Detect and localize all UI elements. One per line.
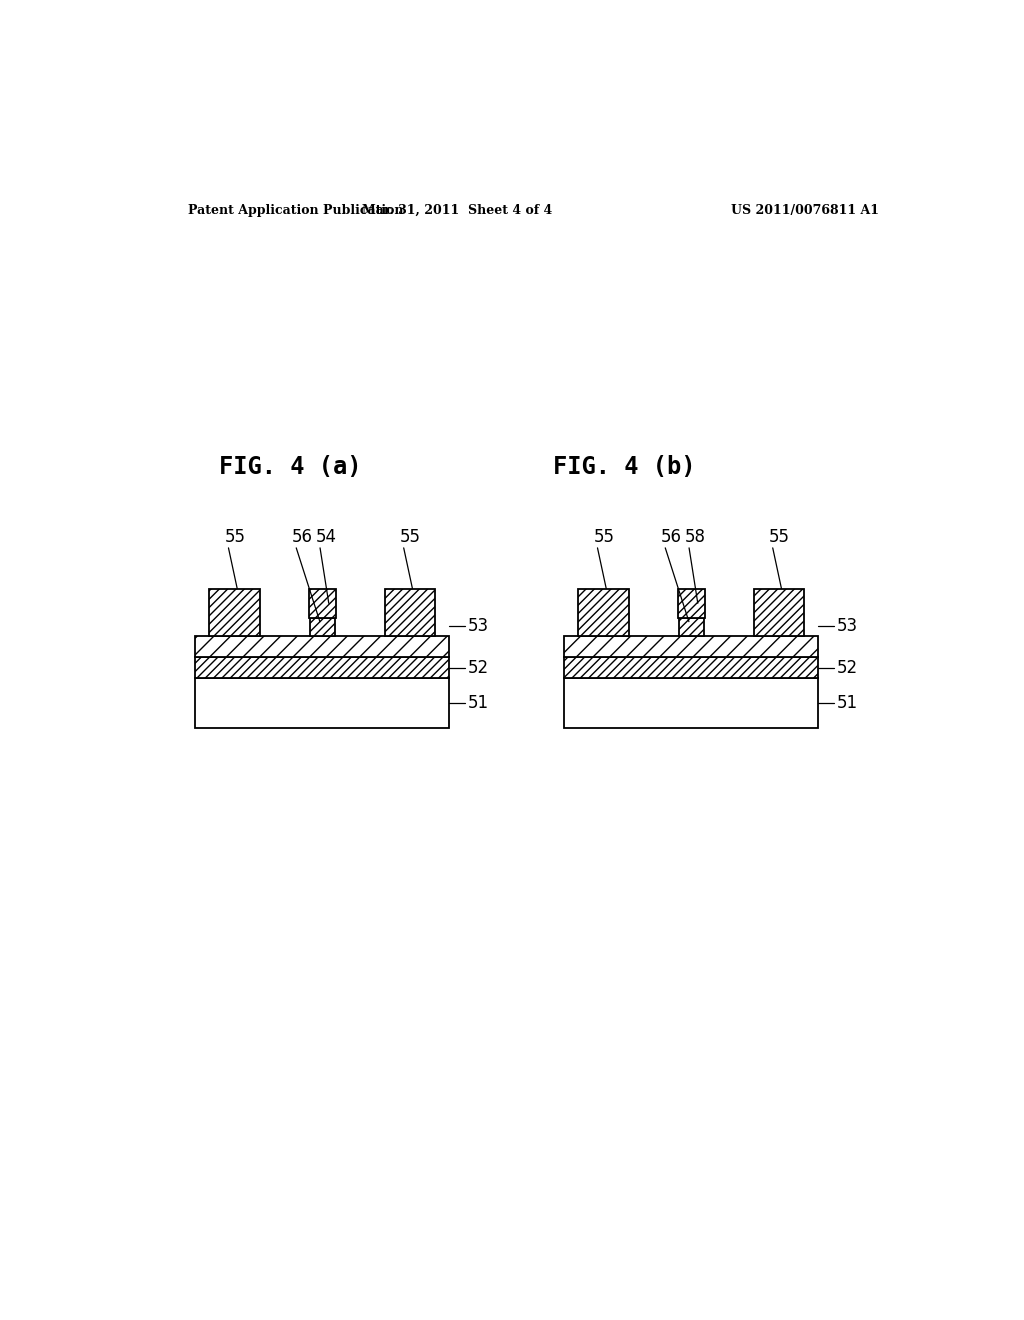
Text: 52: 52 (837, 659, 858, 677)
Text: 55: 55 (769, 528, 790, 546)
Text: FIG. 4 (a): FIG. 4 (a) (219, 454, 361, 479)
Text: 51: 51 (837, 694, 858, 711)
Bar (196, 678, 450, 727)
Text: US 2011/0076811 A1: US 2011/0076811 A1 (731, 205, 880, 216)
Text: Patent Application Publication: Patent Application Publication (187, 205, 403, 216)
Text: 53: 53 (837, 616, 858, 635)
Text: 56: 56 (292, 528, 313, 546)
Text: 56: 56 (662, 528, 682, 546)
Bar (678, 589, 705, 618)
Bar (564, 678, 818, 727)
Bar (309, 618, 335, 636)
Bar (754, 589, 805, 636)
Text: 53: 53 (468, 616, 488, 635)
Bar (579, 589, 629, 636)
Bar (309, 589, 336, 618)
Bar (196, 657, 450, 678)
Text: 54: 54 (315, 528, 337, 546)
Text: 55: 55 (399, 528, 421, 546)
Bar (385, 589, 435, 636)
Text: FIG. 4 (b): FIG. 4 (b) (553, 454, 695, 479)
Text: Mar. 31, 2011  Sheet 4 of 4: Mar. 31, 2011 Sheet 4 of 4 (362, 205, 553, 216)
Bar (564, 657, 818, 678)
Bar (210, 589, 260, 636)
Text: 52: 52 (468, 659, 488, 677)
Text: 55: 55 (593, 528, 614, 546)
Text: 55: 55 (224, 528, 246, 546)
Bar (564, 636, 818, 657)
Bar (679, 618, 705, 636)
Text: 51: 51 (468, 694, 488, 711)
Bar (196, 636, 450, 657)
Text: 58: 58 (685, 528, 706, 546)
